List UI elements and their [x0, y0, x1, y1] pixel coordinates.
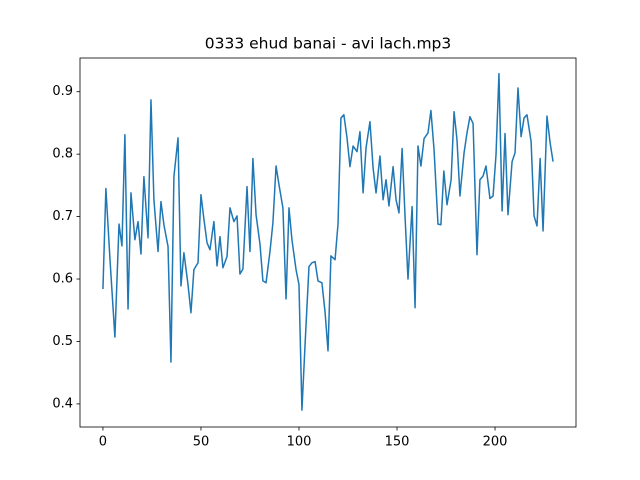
- y-tick-label: 0.7: [52, 209, 73, 224]
- x-tick-label: 150: [385, 435, 410, 450]
- data-line: [102, 72, 554, 411]
- y-tick-label: 0.4: [52, 396, 73, 411]
- y-tick-label: 0.6: [52, 272, 73, 287]
- y-tick-label: 0.8: [52, 147, 73, 162]
- y-tick-label: 0.9: [52, 84, 73, 99]
- x-tick-label: 100: [287, 435, 312, 450]
- x-tick-label: 50: [193, 435, 210, 450]
- chart-title: 0333 ehud banai - avi lach.mp3: [205, 35, 452, 53]
- x-tick-label: 0: [99, 435, 107, 450]
- y-tick-label: 0.5: [52, 334, 73, 349]
- x-tick-label: 200: [483, 435, 508, 450]
- axes-frame: [79, 57, 577, 428]
